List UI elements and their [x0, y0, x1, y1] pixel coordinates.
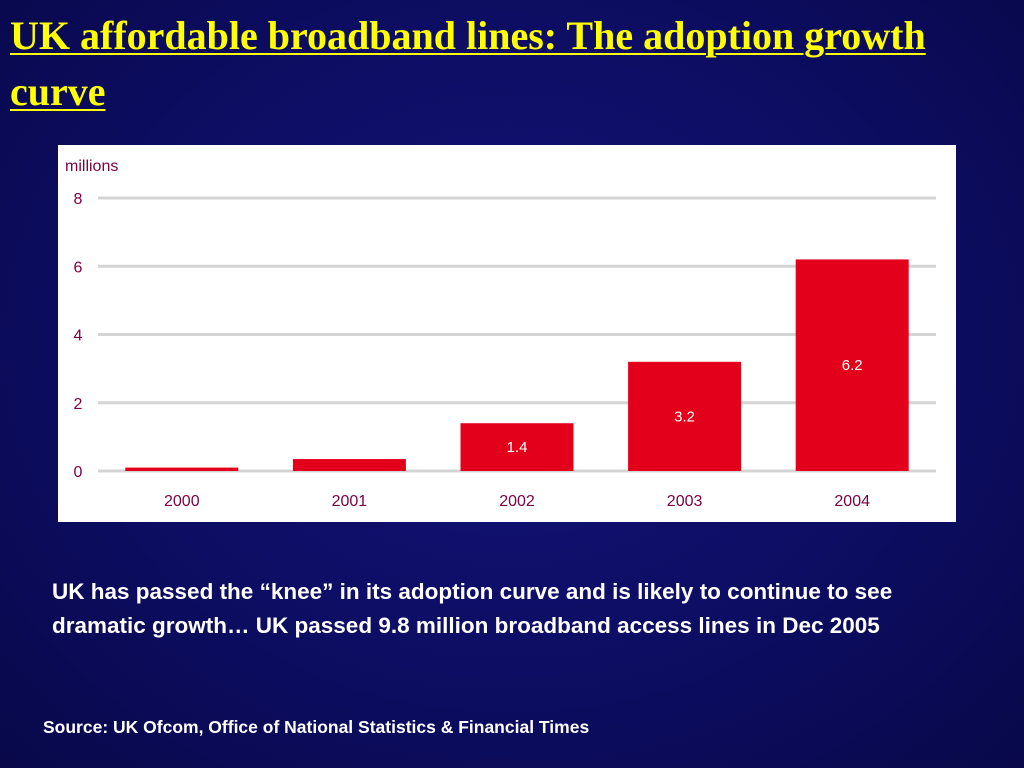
chart-bars [125, 259, 909, 471]
slide-title: UK affordable broadband lines: The adopt… [10, 13, 926, 114]
y-tick-label: 4 [74, 328, 83, 345]
y-tick-label: 0 [74, 464, 83, 481]
bar-value-label: 1.4 [507, 439, 528, 456]
bar-2001 [292, 459, 406, 471]
chart-text-labels: 0 2 4 6 8 2000 2001 1.4 2002 3.2 2003 6.2 2004 [74, 191, 871, 510]
bar-2004 [795, 259, 909, 471]
x-tick-label: 2000 [164, 493, 200, 510]
x-tick-label: 2004 [834, 493, 870, 510]
bar-chart: millions 0 2 4 6 8 2000 2001 1.4 2002 3.2 2003 6.2 2… [65, 158, 936, 510]
chart-panel: millions 0 2 4 6 8 2000 2001 1.4 2002 3.2 2003 6.2 2… [58, 145, 956, 522]
y-tick-label: 6 [74, 259, 83, 276]
slide-body-text: UK has passed the “knee” in its adoption… [52, 579, 893, 638]
source-citation: Source: UK Ofcom, Office of National Sta… [43, 717, 590, 737]
y-tick-label: 2 [74, 396, 83, 413]
bar-2003 [628, 361, 742, 471]
bar-value-label: 3.2 [674, 408, 695, 425]
x-tick-label: 2003 [667, 493, 703, 510]
x-tick-label: 2001 [332, 493, 368, 510]
bar-2002 [460, 423, 574, 471]
bar-2000 [125, 467, 239, 471]
y-tick-label: 8 [74, 191, 83, 208]
x-tick-label: 2002 [499, 493, 535, 510]
y-axis-label: millions [65, 158, 118, 175]
bar-value-label: 6.2 [842, 357, 863, 374]
